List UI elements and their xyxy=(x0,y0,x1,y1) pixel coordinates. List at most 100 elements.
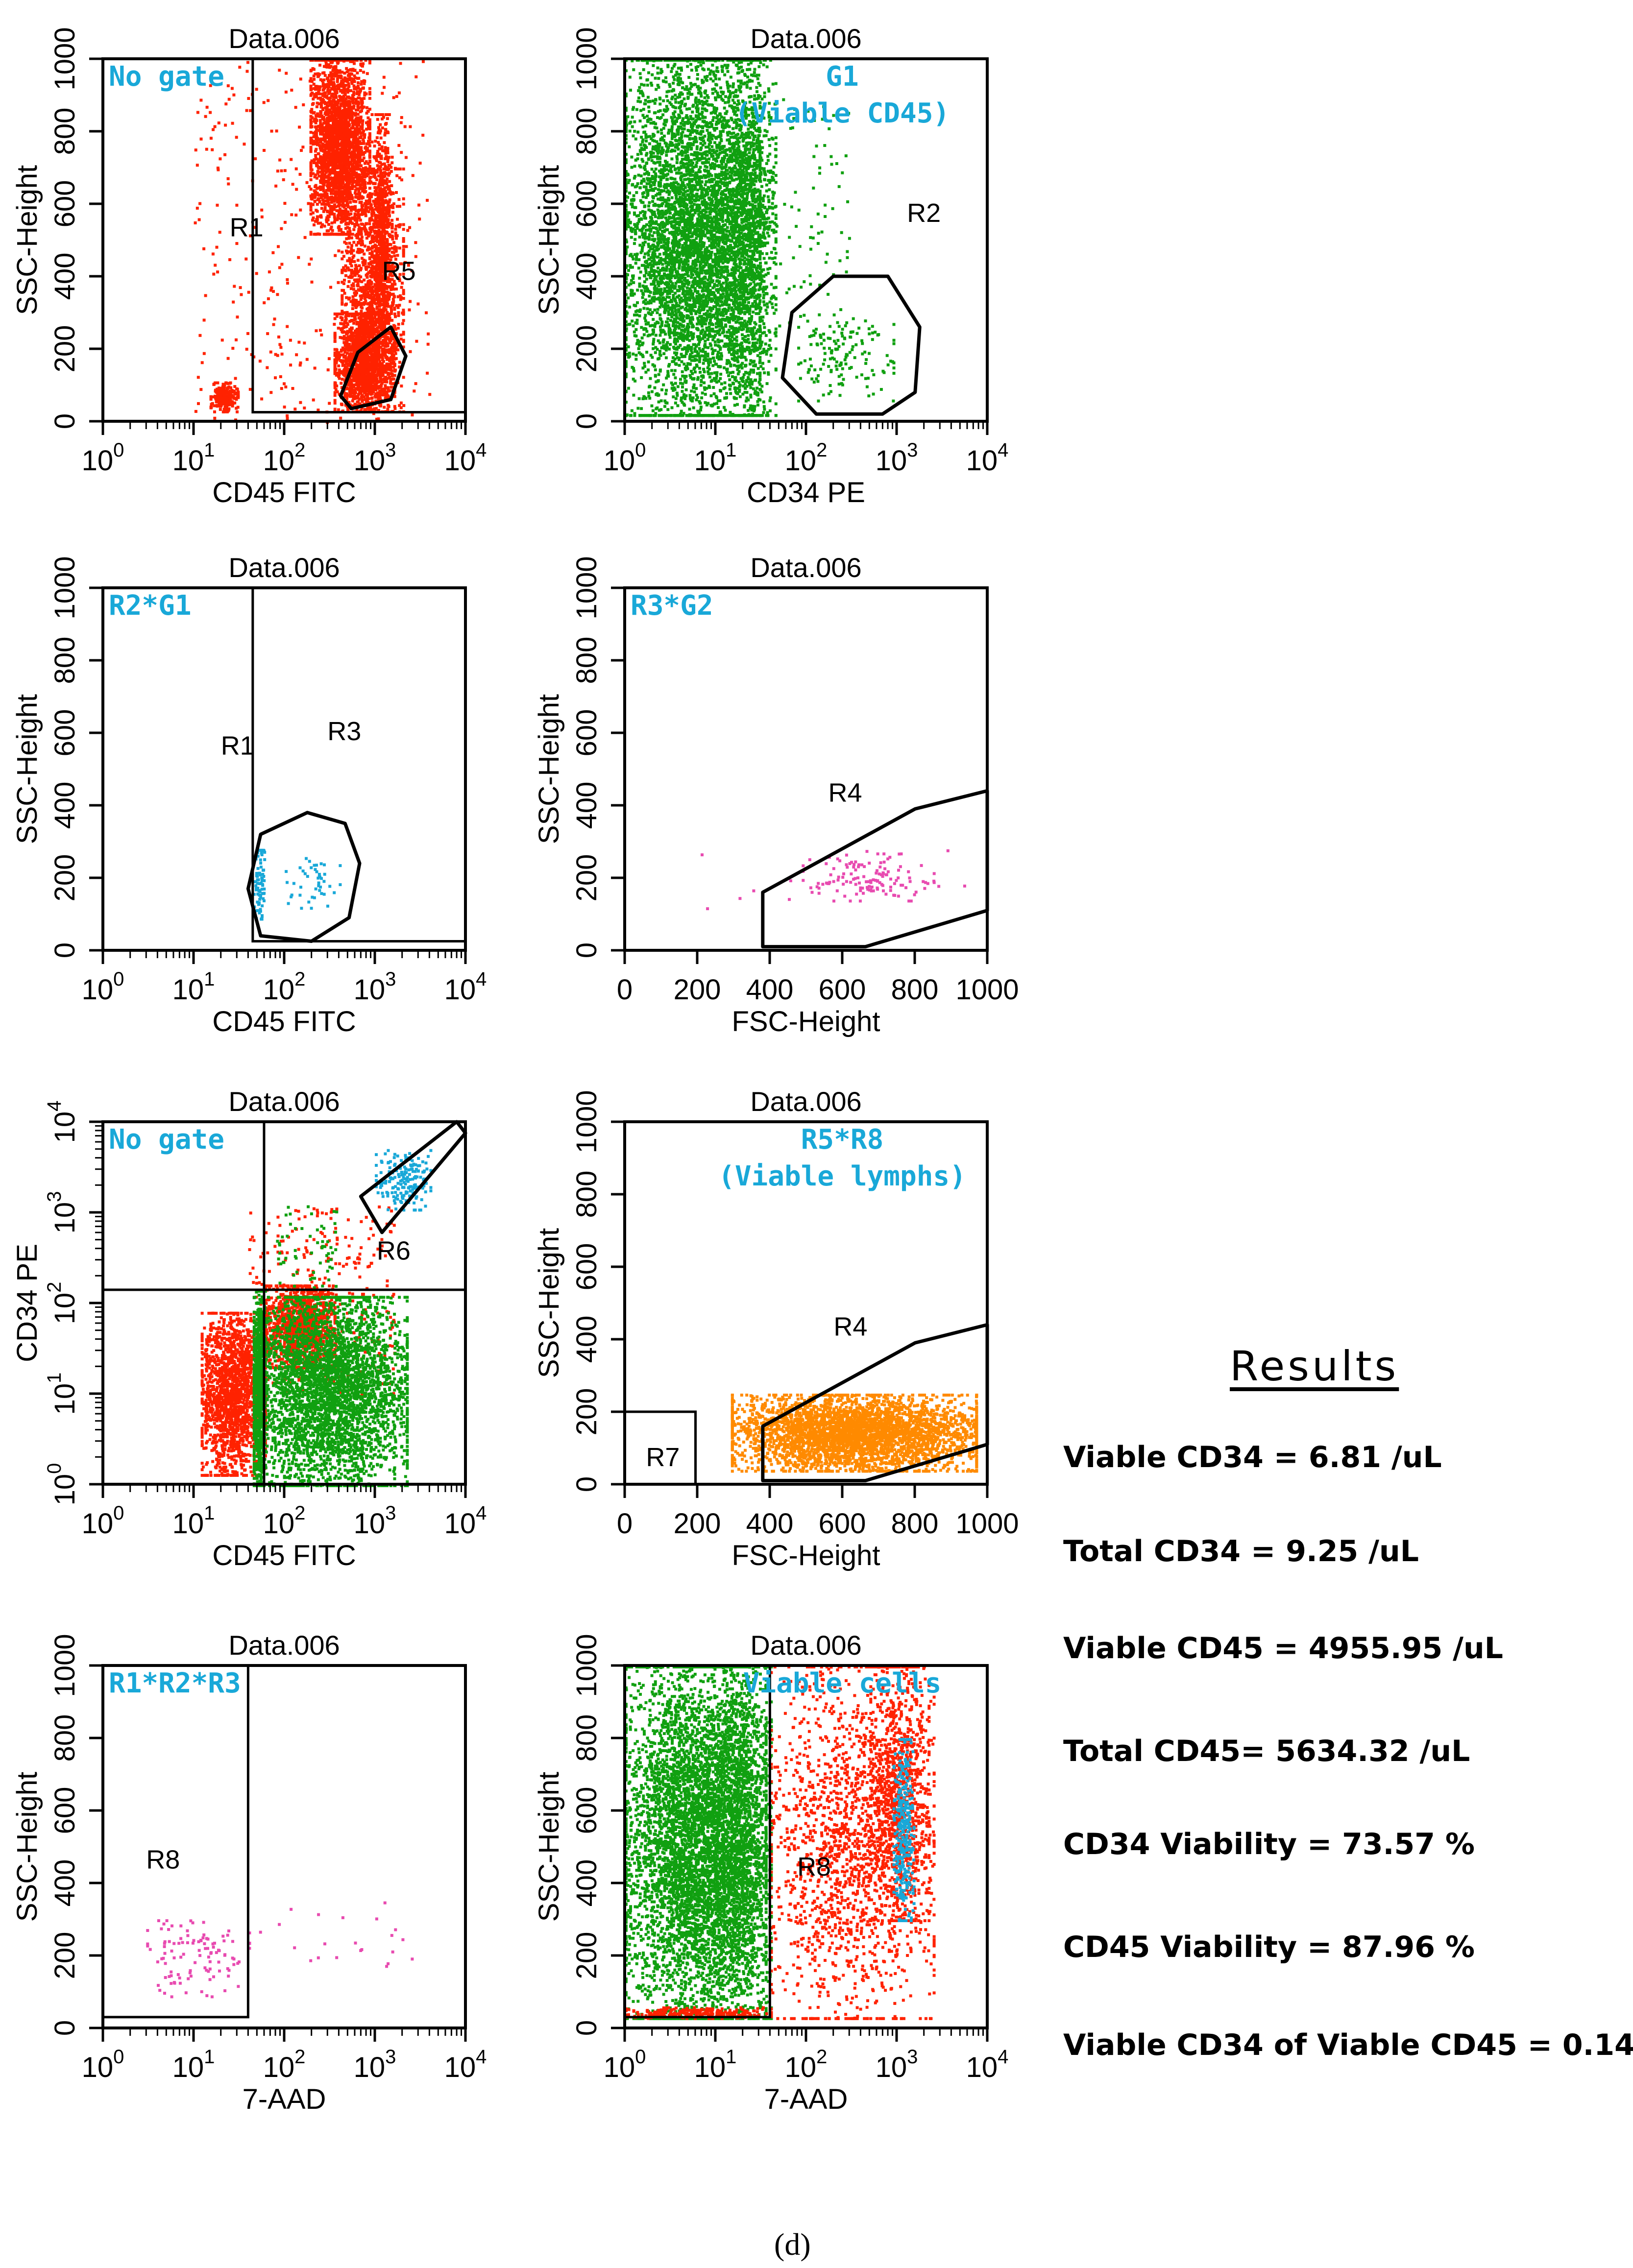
data-point xyxy=(343,91,346,94)
data-point xyxy=(317,152,320,155)
data-point xyxy=(359,169,363,172)
data-point xyxy=(313,111,316,114)
data-point xyxy=(388,294,391,298)
data-point xyxy=(332,120,335,123)
data-point xyxy=(334,91,338,94)
data-point xyxy=(309,161,313,165)
data-point xyxy=(315,95,318,98)
data-point xyxy=(353,218,357,222)
data-point xyxy=(385,182,389,185)
data-point xyxy=(351,168,355,170)
data-point xyxy=(361,172,364,175)
data-point xyxy=(402,333,405,336)
data-point xyxy=(345,187,348,191)
data-point xyxy=(344,242,348,245)
data-point xyxy=(363,133,366,136)
data-point xyxy=(351,307,354,310)
data-point xyxy=(333,348,337,351)
data-point xyxy=(366,395,369,398)
data-point xyxy=(384,208,387,212)
scatter-plot-1: R1 R5 No gate Data.006 100 101 102 103 104 0 200 40… xyxy=(5,5,534,509)
data-point xyxy=(375,298,378,301)
data-point xyxy=(379,346,382,349)
data-point xyxy=(349,233,352,236)
data-point xyxy=(366,276,369,279)
data-point xyxy=(350,72,353,76)
data-point xyxy=(354,264,358,267)
data-point xyxy=(382,279,385,282)
data-point xyxy=(322,183,326,187)
data-point xyxy=(318,92,321,96)
data-point xyxy=(362,71,366,74)
data-point xyxy=(381,362,384,365)
data-point xyxy=(346,266,350,270)
data-point xyxy=(335,166,338,169)
data-point xyxy=(395,246,398,249)
data-point xyxy=(321,138,324,142)
data-point xyxy=(348,191,352,194)
data-point xyxy=(394,315,397,318)
data-point xyxy=(332,157,335,161)
data-point xyxy=(345,200,349,204)
data-point xyxy=(351,187,354,190)
data-point xyxy=(381,257,384,261)
data-point xyxy=(349,89,353,93)
data-point xyxy=(334,150,338,153)
data-point xyxy=(400,286,403,289)
data-point xyxy=(348,114,351,117)
data-point xyxy=(352,91,356,94)
data-point xyxy=(348,230,352,233)
data-point xyxy=(326,198,330,202)
data-point xyxy=(389,265,392,268)
data-point xyxy=(326,168,330,171)
data-point xyxy=(339,110,342,113)
data-point xyxy=(386,311,389,314)
data-point xyxy=(337,130,340,134)
data-point xyxy=(329,79,333,82)
data-point xyxy=(331,163,334,166)
data-point xyxy=(331,126,335,129)
data-point xyxy=(331,155,335,159)
data-point xyxy=(355,86,358,89)
data-point xyxy=(313,233,316,236)
data-point xyxy=(390,166,393,169)
data-point xyxy=(392,202,395,206)
data-point xyxy=(318,64,321,67)
data-point xyxy=(315,157,318,161)
data-point xyxy=(374,287,377,290)
data-point xyxy=(402,197,405,200)
data-point xyxy=(341,169,344,172)
data-point xyxy=(320,173,324,176)
data-point xyxy=(344,162,348,166)
data-point xyxy=(336,80,339,83)
data-point xyxy=(325,134,329,137)
data-point xyxy=(378,303,381,307)
data-point xyxy=(362,138,365,141)
data-point xyxy=(377,249,381,252)
data-point xyxy=(364,181,367,184)
data-point xyxy=(382,192,385,194)
data-point xyxy=(341,71,344,74)
data-point xyxy=(350,284,354,287)
data-point xyxy=(377,219,380,223)
data-point xyxy=(387,265,390,269)
data-point xyxy=(352,176,355,180)
data-point xyxy=(390,278,394,281)
data-point xyxy=(349,194,353,198)
data-point xyxy=(384,269,388,273)
data-point xyxy=(341,182,345,185)
data-point xyxy=(327,122,330,126)
data-point xyxy=(313,200,317,203)
data-point xyxy=(360,62,363,66)
data-point xyxy=(384,384,387,387)
data-point xyxy=(357,288,360,291)
data-point xyxy=(323,196,327,199)
data-point xyxy=(388,248,391,251)
data-point xyxy=(349,193,352,195)
data-point xyxy=(387,210,390,214)
data-point xyxy=(367,140,370,143)
data-point xyxy=(341,81,345,85)
data-point xyxy=(368,159,371,163)
data-point xyxy=(344,185,347,189)
data-point xyxy=(324,106,327,109)
